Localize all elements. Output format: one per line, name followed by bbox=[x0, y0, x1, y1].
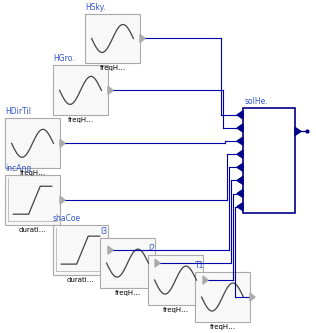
Polygon shape bbox=[237, 137, 243, 145]
Polygon shape bbox=[237, 111, 243, 119]
Text: freqH…: freqH… bbox=[20, 170, 46, 176]
Bar bbox=[53, 65, 108, 115]
Text: freqH…: freqH… bbox=[100, 65, 125, 71]
Text: I3: I3 bbox=[100, 227, 107, 236]
Polygon shape bbox=[60, 139, 65, 147]
Text: freqH…: freqH… bbox=[114, 290, 141, 296]
Text: freqH…: freqH… bbox=[210, 324, 235, 330]
Polygon shape bbox=[250, 293, 255, 301]
Bar bbox=[100, 238, 155, 288]
Text: durati…: durati… bbox=[19, 227, 46, 233]
Text: solHe.: solHe. bbox=[245, 97, 269, 106]
Text: HSky.: HSky. bbox=[85, 3, 106, 12]
Text: shaCoe: shaCoe bbox=[53, 214, 81, 223]
Polygon shape bbox=[60, 196, 65, 204]
Polygon shape bbox=[237, 124, 243, 132]
Polygon shape bbox=[237, 189, 243, 197]
Polygon shape bbox=[237, 150, 243, 158]
Text: HGro.: HGro. bbox=[53, 54, 75, 63]
Polygon shape bbox=[140, 35, 145, 43]
Text: freqH…: freqH… bbox=[67, 117, 94, 123]
Bar bbox=[5, 175, 60, 225]
Text: T1: T1 bbox=[195, 261, 204, 270]
Bar bbox=[53, 225, 108, 275]
Bar bbox=[243, 108, 295, 213]
Polygon shape bbox=[108, 86, 113, 94]
Text: freqH…: freqH… bbox=[162, 307, 189, 313]
Text: HDirTil: HDirTil bbox=[5, 107, 31, 116]
Text: I2: I2 bbox=[148, 244, 155, 253]
Bar bbox=[148, 255, 203, 305]
Polygon shape bbox=[237, 203, 243, 211]
Polygon shape bbox=[237, 176, 243, 184]
Bar bbox=[195, 272, 250, 322]
Polygon shape bbox=[155, 259, 160, 267]
Polygon shape bbox=[237, 163, 243, 171]
Bar bbox=[5, 118, 60, 168]
Polygon shape bbox=[203, 276, 208, 284]
Text: durati…: durati… bbox=[67, 277, 94, 283]
Text: incAng: incAng bbox=[5, 164, 31, 173]
Bar bbox=[85, 14, 140, 63]
Polygon shape bbox=[108, 246, 113, 254]
Polygon shape bbox=[295, 128, 301, 136]
